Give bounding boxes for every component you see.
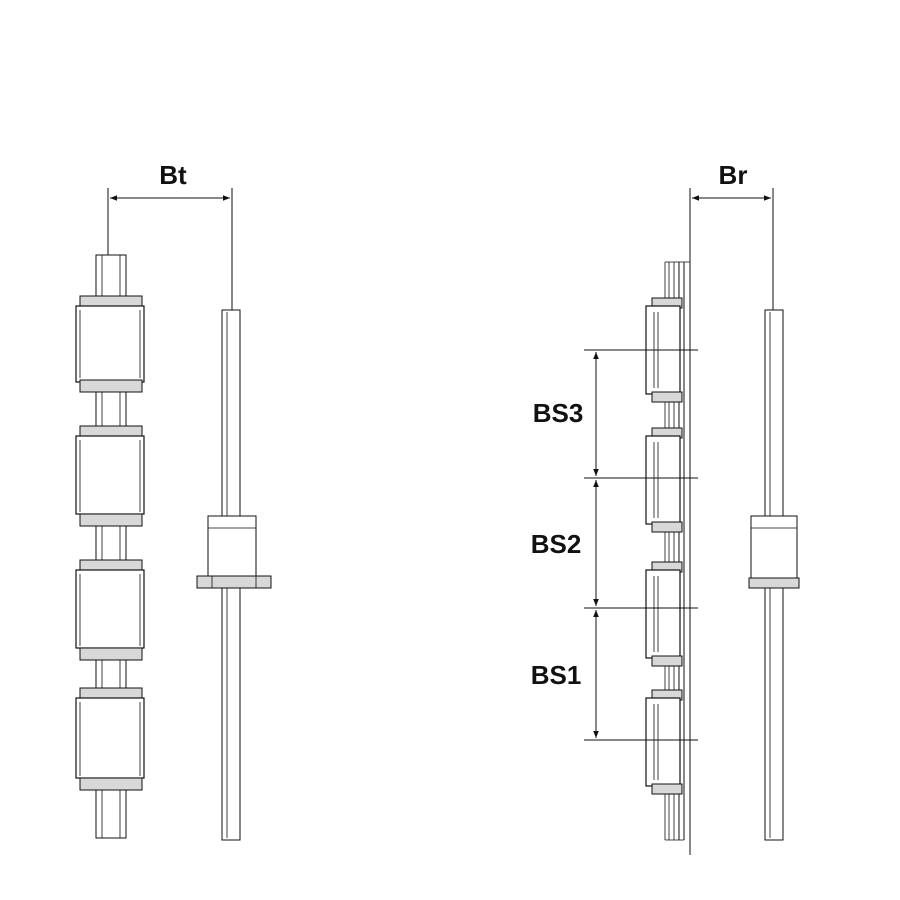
left-block-4 xyxy=(75,687,145,791)
left-link-1 xyxy=(95,391,127,427)
br-dimension: Br xyxy=(689,160,774,350)
bs2-dimension: BS2 xyxy=(531,480,599,606)
bs1-dimension: BS1 xyxy=(531,610,599,738)
right-block-3 xyxy=(645,561,683,667)
right-rod-flange xyxy=(748,577,800,589)
left-block-3 xyxy=(75,559,145,661)
pitch-extension-lines xyxy=(584,349,698,741)
left-top-stub xyxy=(95,254,127,298)
bs2-label: BS2 xyxy=(531,529,582,559)
bt-label: Bt xyxy=(159,160,187,190)
bs3-dimension: BS3 xyxy=(533,352,599,476)
left-rod-collar xyxy=(207,515,257,577)
left-block-2 xyxy=(75,425,145,527)
left-link-3 xyxy=(95,659,127,689)
bs3-label: BS3 xyxy=(533,398,584,428)
left-bottom-stub xyxy=(95,789,127,839)
left-link-2 xyxy=(95,525,127,561)
left-assembly: Bt xyxy=(75,160,272,841)
left-rod xyxy=(196,309,272,841)
right-assembly: Br xyxy=(531,160,800,855)
right-rod-collar xyxy=(750,515,798,579)
right-rod xyxy=(748,309,800,841)
left-rod-flange xyxy=(196,575,272,589)
right-block-2 xyxy=(645,427,683,533)
left-block-1 xyxy=(75,295,145,393)
left-block-chain xyxy=(75,254,145,839)
bs1-label: BS1 xyxy=(531,660,582,690)
right-block-4 xyxy=(645,689,683,795)
bt-dimension: Bt xyxy=(107,160,233,340)
br-label: Br xyxy=(719,160,748,190)
